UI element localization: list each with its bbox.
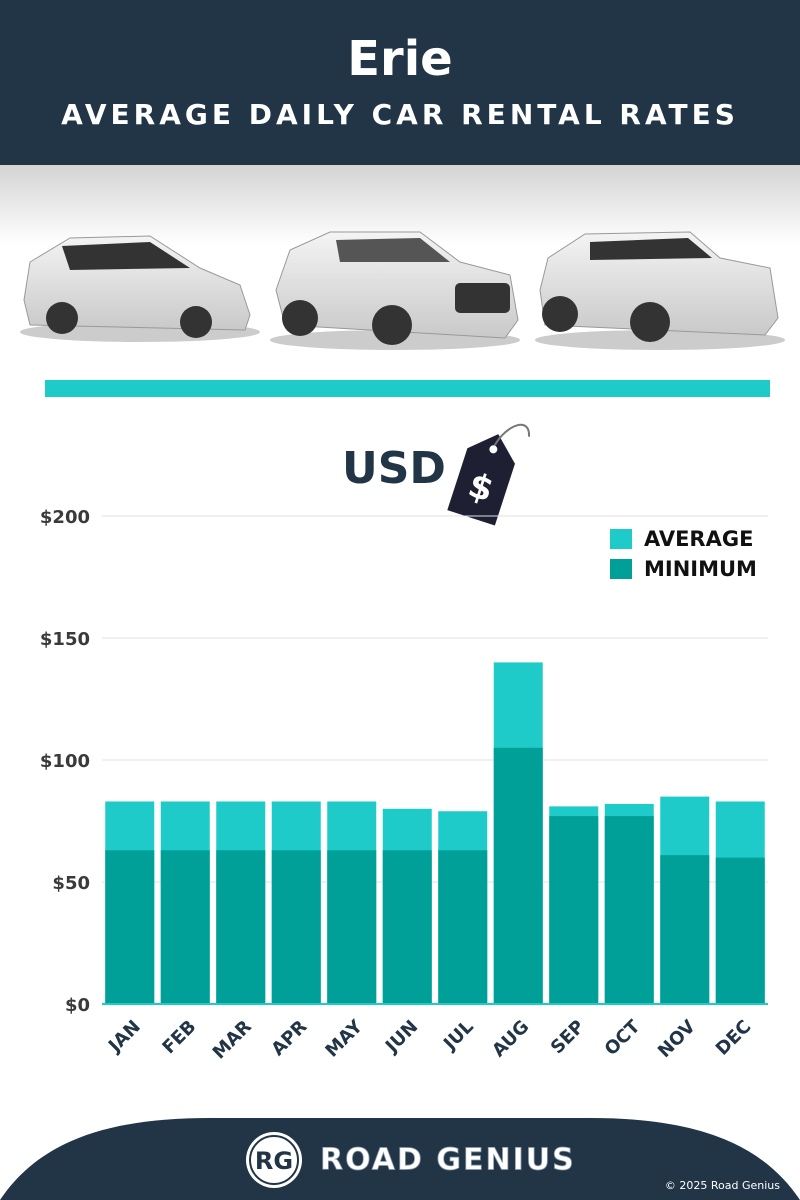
x-tick-label: APR xyxy=(267,1016,311,1060)
y-tick-label: $150 xyxy=(40,629,90,650)
legend-swatch xyxy=(610,529,632,549)
x-tick-label: SEP xyxy=(547,1016,589,1058)
x-tick-label: JAN xyxy=(103,1016,145,1058)
y-tick-label: $200 xyxy=(40,507,90,528)
x-tick-label: JUN xyxy=(380,1016,422,1058)
bar xyxy=(327,850,377,1004)
unit-label: USD xyxy=(342,443,446,494)
legend-label: AVERAGE xyxy=(644,527,753,551)
x-tick-label: JUL xyxy=(438,1016,477,1055)
x-tick-label: DEC xyxy=(712,1016,755,1059)
x-tick-label: MAY xyxy=(321,1016,367,1062)
title: Erie xyxy=(347,31,452,87)
x-tick-label: NOV xyxy=(654,1016,700,1062)
bar xyxy=(715,857,765,1004)
car-suv xyxy=(270,231,520,350)
copyright: © 2025 Road Genius xyxy=(665,1179,780,1192)
legend-swatch xyxy=(610,559,632,579)
footer-band xyxy=(0,1118,800,1200)
y-tick-label: $0 xyxy=(65,995,90,1016)
bar xyxy=(604,816,654,1004)
bar xyxy=(216,850,266,1004)
brand: ROAD GENIUS xyxy=(320,1143,576,1178)
logo-circle xyxy=(246,1132,302,1188)
legend-label: MINIMUM xyxy=(644,557,757,581)
y-tick-label: $50 xyxy=(52,873,90,894)
logo-mark: RG xyxy=(255,1147,293,1175)
bar xyxy=(549,816,599,1004)
x-tick-label: OCT xyxy=(601,1016,645,1060)
divider xyxy=(45,380,770,397)
logo-ring xyxy=(249,1135,299,1185)
car-crossover xyxy=(535,231,785,350)
car-hatchback xyxy=(20,235,260,342)
header-band xyxy=(0,0,800,165)
subtitle: AVERAGE DAILY CAR RENTAL RATES xyxy=(61,98,739,131)
x-tick-label: FEB xyxy=(158,1016,200,1058)
price-tag: $ xyxy=(447,423,530,526)
bar xyxy=(493,747,543,1004)
bar xyxy=(438,850,488,1004)
bar xyxy=(160,850,210,1004)
plot: $0 $50 $100 $150 $200 AVERAGE MINIMUM JAN FEB MAR… xyxy=(40,507,768,1063)
bar xyxy=(271,850,321,1004)
x-tick-label: AUG xyxy=(488,1016,533,1061)
y-tick-label: $100 xyxy=(40,751,90,772)
bar xyxy=(660,855,710,1004)
bar xyxy=(105,850,155,1004)
bar xyxy=(382,850,432,1004)
x-tick-label: MAR xyxy=(209,1016,256,1063)
